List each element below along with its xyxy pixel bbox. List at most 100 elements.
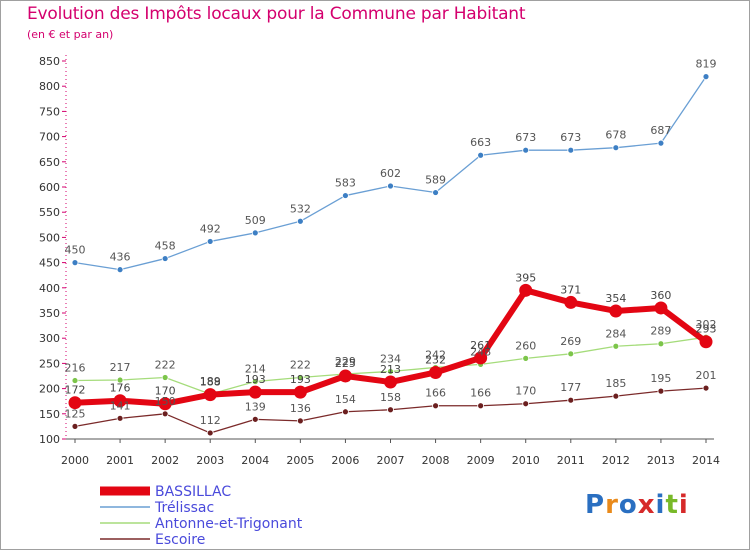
data-point <box>609 304 623 318</box>
data-point <box>296 217 304 225</box>
y-tick-label: 450 <box>39 257 60 270</box>
data-point <box>116 414 124 422</box>
data-point <box>522 146 530 154</box>
y-tick-label: 800 <box>39 80 60 93</box>
x-tick-label: 2012 <box>602 454 630 467</box>
data-point <box>158 397 172 411</box>
y-tick-label: 850 <box>39 55 60 68</box>
data-label: 158 <box>380 391 401 404</box>
y-tick-label: 350 <box>39 307 60 320</box>
data-point <box>522 400 530 408</box>
data-label: 532 <box>290 202 311 215</box>
data-point <box>251 378 259 385</box>
data-label: 354 <box>605 292 626 305</box>
data-point <box>116 266 124 274</box>
data-label: 450 <box>65 244 86 257</box>
x-tick-label: 2000 <box>61 454 89 467</box>
data-label: 360 <box>650 289 671 302</box>
y-tick-label: 500 <box>39 231 60 244</box>
legend-item: Trélissac <box>100 500 214 516</box>
data-point <box>522 354 530 362</box>
data-label: 269 <box>560 335 581 348</box>
data-point <box>519 283 533 297</box>
data-label: 213 <box>380 363 401 376</box>
x-tick-label: 2013 <box>647 454 675 467</box>
y-tick-label: 700 <box>39 131 60 144</box>
data-point <box>567 396 575 404</box>
data-label: 458 <box>155 240 176 253</box>
data-label: 214 <box>245 363 266 376</box>
y-tick-label: 400 <box>39 282 60 295</box>
data-point <box>161 410 169 418</box>
data-label: 170 <box>515 385 536 398</box>
x-tick-label: 2008 <box>422 454 450 467</box>
data-point <box>567 146 575 154</box>
legend-item: Antonne-et-Trigonant <box>100 516 303 532</box>
legend-item: BASSILLAC <box>100 484 231 500</box>
y-tick-label: 650 <box>39 156 60 169</box>
data-point <box>113 394 127 408</box>
data-point <box>342 408 349 416</box>
y-tick-label: 600 <box>39 181 60 194</box>
data-label: 232 <box>425 353 446 366</box>
data-point <box>612 392 620 400</box>
x-tick-label: 2009 <box>467 454 495 467</box>
data-point <box>71 377 79 384</box>
data-label: 125 <box>65 407 86 420</box>
data-label: 261 <box>470 339 491 352</box>
data-point <box>387 368 394 375</box>
data-point <box>564 295 578 309</box>
data-label: 492 <box>200 222 221 235</box>
data-label: 193 <box>245 373 266 386</box>
data-point <box>432 189 439 196</box>
data-label: 170 <box>155 385 176 398</box>
x-tick-label: 2003 <box>196 454 224 467</box>
legend-item: Escoire <box>100 532 205 548</box>
data-label: 188 <box>200 376 221 389</box>
data-label: 154 <box>335 393 356 406</box>
data-label: 139 <box>245 400 266 413</box>
y-tick-label: 300 <box>39 332 60 345</box>
legend-label: Escoire <box>155 532 205 548</box>
data-label: 284 <box>605 327 626 340</box>
data-point <box>251 415 259 423</box>
y-tick-label: 100 <box>39 433 60 446</box>
data-label: 371 <box>560 283 581 296</box>
chart-subtitle: (en € et par an) <box>27 28 114 41</box>
data-label: 193 <box>290 373 311 386</box>
data-label: 673 <box>560 131 581 144</box>
data-point <box>293 385 307 399</box>
data-point <box>612 144 620 152</box>
data-point <box>338 369 352 383</box>
x-tick-label: 2011 <box>557 454 585 467</box>
data-point <box>203 388 217 402</box>
data-label: 436 <box>110 251 131 264</box>
data-label: 201 <box>696 369 717 382</box>
data-point <box>251 229 259 237</box>
data-point <box>657 387 665 395</box>
legend-label: BASSILLAC <box>155 484 231 500</box>
data-point <box>612 342 620 350</box>
data-label: 602 <box>380 167 401 180</box>
data-point <box>161 374 169 381</box>
data-point <box>699 335 713 349</box>
data-label: 216 <box>65 362 86 375</box>
data-label: 395 <box>515 271 536 284</box>
data-label: 217 <box>110 361 131 374</box>
data-point <box>71 422 79 430</box>
data-point <box>387 406 394 414</box>
y-tick-label: 250 <box>39 357 60 370</box>
data-label: 177 <box>560 381 581 394</box>
data-label: 176 <box>110 382 131 395</box>
data-point <box>432 402 439 410</box>
data-label: 673 <box>515 131 536 144</box>
data-point <box>68 396 82 410</box>
x-tick-label: 2006 <box>331 454 359 467</box>
data-label: 141 <box>110 399 131 412</box>
data-point <box>342 192 349 199</box>
data-label: 222 <box>155 359 176 372</box>
y-tick-label: 750 <box>39 105 60 118</box>
data-label: 195 <box>650 372 671 385</box>
data-label: 260 <box>515 339 536 352</box>
data-point <box>657 340 665 348</box>
